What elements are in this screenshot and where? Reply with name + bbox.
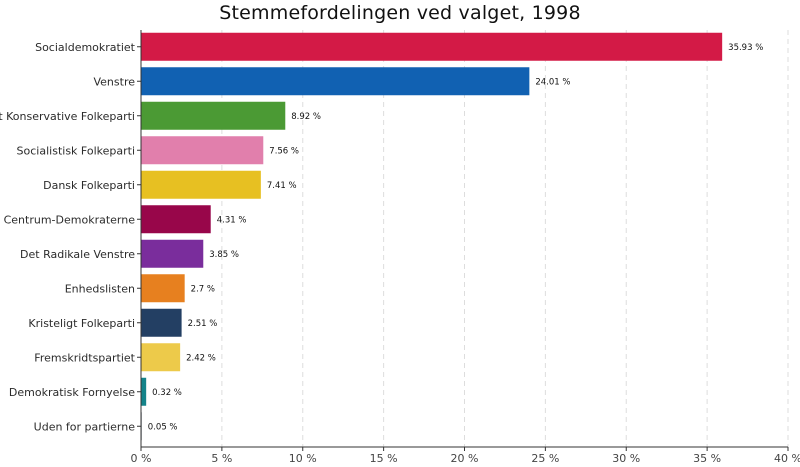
bar-8 bbox=[141, 308, 182, 337]
bar-2 bbox=[141, 101, 286, 130]
category-label-10: Demokratisk Fornyelse bbox=[9, 386, 135, 399]
x-tick-label-6: 30 % bbox=[612, 452, 640, 465]
category-label-7: Enhedslisten bbox=[65, 282, 135, 295]
bar-0 bbox=[141, 32, 723, 61]
category-label-6: Det Radikale Venstre bbox=[20, 248, 135, 261]
x-tick-label-0: 0 % bbox=[131, 452, 152, 465]
value-label-6: 3.85 % bbox=[209, 250, 239, 260]
bar-1 bbox=[141, 67, 530, 96]
category-label-11: Uden for partierne bbox=[34, 420, 136, 433]
x-tick-label-5: 25 % bbox=[531, 452, 559, 465]
category-label-5: Centrum-Demokraterne bbox=[4, 213, 136, 226]
value-label-5: 4.31 % bbox=[217, 215, 247, 225]
x-tick-label-7: 35 % bbox=[693, 452, 721, 465]
value-label-1: 24.01 % bbox=[535, 77, 570, 87]
bar-9 bbox=[141, 343, 181, 372]
category-label-9: Fremskridtspartiet bbox=[34, 351, 135, 364]
category-label-1: Venstre bbox=[93, 75, 135, 88]
category-label-3: Socialistisk Folkeparti bbox=[17, 144, 135, 157]
value-label-7: 2.7 % bbox=[191, 284, 215, 294]
x-tick-label-3: 15 % bbox=[370, 452, 398, 465]
value-label-8: 2.51 % bbox=[188, 319, 218, 329]
category-label-0: Socialdemokratiet bbox=[35, 41, 136, 54]
value-label-10: 0.32 % bbox=[152, 388, 182, 398]
bar-7 bbox=[141, 274, 185, 303]
category-label-2: Det Konservative Folkeparti bbox=[0, 110, 135, 123]
category-label-8: Kristeligt Folkeparti bbox=[28, 317, 135, 330]
x-tick-label-1: 5 % bbox=[211, 452, 232, 465]
x-tick-label-4: 20 % bbox=[451, 452, 479, 465]
value-label-4: 7.41 % bbox=[267, 181, 297, 191]
bar-5 bbox=[141, 205, 211, 234]
value-label-3: 7.56 % bbox=[269, 146, 299, 156]
value-label-2: 8.92 % bbox=[291, 112, 321, 122]
bar-3 bbox=[141, 136, 264, 165]
bar-10 bbox=[141, 377, 147, 406]
value-label-0: 35.93 % bbox=[728, 43, 763, 53]
bar-4 bbox=[141, 170, 261, 199]
x-tick-label-2: 10 % bbox=[289, 452, 317, 465]
bar-6 bbox=[141, 239, 204, 268]
x-tick-label-8: 40 % bbox=[774, 452, 800, 465]
value-label-11: 0.05 % bbox=[148, 422, 178, 432]
value-label-9: 2.42 % bbox=[186, 353, 216, 363]
chart-title: Stemmefordelingen ved valget, 1998 bbox=[219, 2, 581, 24]
category-label-4: Dansk Folkeparti bbox=[43, 179, 135, 192]
